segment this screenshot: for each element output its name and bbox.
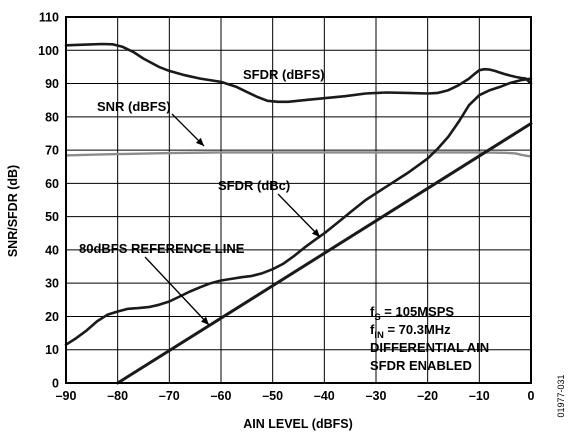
- tick-labels: –90 –80 –70 –60 –50 –40 –30 –20 –10 0 0 10 20 30 40 50 6…: [38, 11, 534, 404]
- arrow-sfdr-dbc-head: [311, 228, 320, 237]
- x-tick-label: –80: [107, 389, 128, 403]
- grid: [66, 17, 531, 383]
- y-tick-label: 20: [45, 310, 59, 324]
- annotation-sfdr-dbc: SFDR (dBc): [218, 178, 290, 193]
- y-tick-label: 60: [45, 177, 59, 191]
- series-line-snr-dbfs: [64, 151, 533, 158]
- y-tick-label: 0: [52, 377, 59, 391]
- plot-frame: [65, 16, 532, 384]
- annotation-snr-dbfs: SNR (dBFS): [97, 99, 171, 114]
- series-line-sfdr-dbfs: [64, 42, 533, 104]
- x-tick-label: –20: [417, 389, 438, 403]
- x-tick-label: –30: [366, 389, 387, 403]
- x-tick-label: –70: [159, 389, 180, 403]
- arrow-reference-line: [144, 256, 210, 326]
- condition-differential-ain: DIFFERENTIAL AIN: [370, 340, 489, 355]
- y-tick-label: 40: [45, 243, 59, 257]
- y-tick-label: 100: [38, 44, 59, 58]
- condition-sfdr-enabled: SFDR ENABLED: [370, 358, 472, 373]
- subscript-in: IN: [374, 330, 384, 341]
- y-tick-label: 90: [45, 77, 59, 91]
- x-tick-label: –50: [262, 389, 283, 403]
- x-tick-label: –60: [211, 389, 232, 403]
- series-line-80dbfs-reference-line: [116, 122, 533, 385]
- x-tick-label: 0: [528, 389, 535, 403]
- annotation-reference-line: 80dBFS REFERENCE LINE: [79, 241, 245, 256]
- y-tick-label: 80: [45, 110, 59, 124]
- arrow-sfdr-dbc: [277, 193, 321, 238]
- x-axis-title: AIN LEVEL (dBFS): [243, 417, 353, 431]
- arrow-snr-head: [195, 137, 204, 146]
- y-tick-label: 30: [45, 277, 59, 291]
- x-tick-label: –90: [56, 389, 77, 403]
- condition-sample-rate: fS = 105MSPS: [370, 304, 454, 323]
- annotation-arrows: [144, 113, 321, 326]
- annotation-sfdr-dbfs: SFDR (dBFS): [243, 67, 325, 82]
- subscript-s: S: [374, 312, 380, 323]
- series-line-sfdr-dbc: [64, 77, 533, 347]
- y-tick-label: 10: [45, 343, 59, 357]
- x-tick-label: –10: [469, 389, 490, 403]
- series-layer: [64, 42, 533, 385]
- y-tick-label: 110: [39, 11, 59, 25]
- y-tick-label: 50: [45, 210, 59, 224]
- condition-input-frequency: fIN = 70.3MHz: [370, 322, 451, 341]
- y-tick-label: 70: [45, 144, 59, 158]
- y-axis-title: SNR/SFDR (dB): [6, 165, 20, 257]
- x-tick-label: –40: [314, 389, 335, 403]
- figure-id: 01977-031: [556, 374, 566, 417]
- arrow-reference-line-head: [200, 316, 209, 325]
